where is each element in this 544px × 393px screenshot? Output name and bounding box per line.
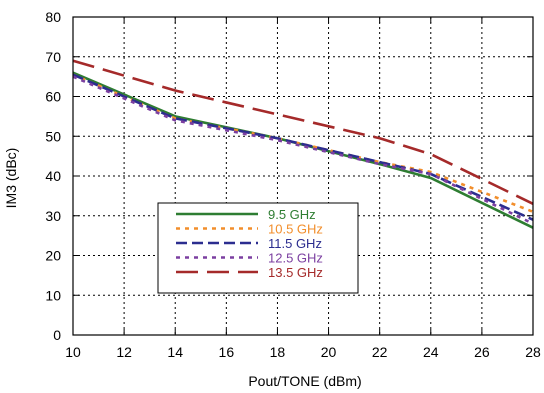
series-line [72, 73, 534, 221]
x-tick-label: 22 [372, 344, 388, 360]
y-axis-label: IM3 (dBc) [3, 148, 19, 209]
series-line [72, 75, 534, 225]
x-tick-label: 26 [474, 344, 490, 360]
x-tick-label: 28 [525, 344, 541, 360]
x-tick-label: 16 [219, 344, 235, 360]
x-tick-label: 20 [321, 344, 337, 360]
y-tick-label: 50 [45, 128, 61, 144]
series-line [72, 59, 534, 205]
legend-label: 13.5 GHz [268, 265, 323, 280]
y-tick-label: 10 [45, 287, 61, 303]
y-tick-label: 20 [45, 248, 61, 264]
legend-label: 11.5 GHz [268, 236, 322, 251]
y-tick-label: 40 [45, 168, 61, 184]
legend-box [157, 202, 359, 294]
legend-label: 10.5 GHz [268, 222, 323, 237]
series-line [72, 73, 534, 213]
series-line [72, 71, 534, 229]
x-tick-label: 12 [116, 344, 132, 360]
series-lines [72, 59, 534, 229]
x-tick-label: 10 [65, 344, 81, 360]
y-tick-label: 0 [53, 327, 61, 343]
y-tick-label: 70 [45, 49, 61, 65]
x-tick-label: 18 [270, 344, 286, 360]
axis-ticks [72, 16, 534, 336]
y-tick-label: 60 [45, 89, 61, 105]
x-axis-label: Pout/TONE (dBm) [248, 373, 361, 389]
legend-label: 9.5 GHz [268, 207, 316, 222]
x-tick-label: 14 [167, 344, 183, 360]
y-tick-label: 30 [45, 208, 61, 224]
x-tick-label: 24 [423, 344, 439, 360]
legend-label: 12.5 GHz [268, 251, 323, 266]
y-tick-label: 80 [45, 9, 61, 25]
